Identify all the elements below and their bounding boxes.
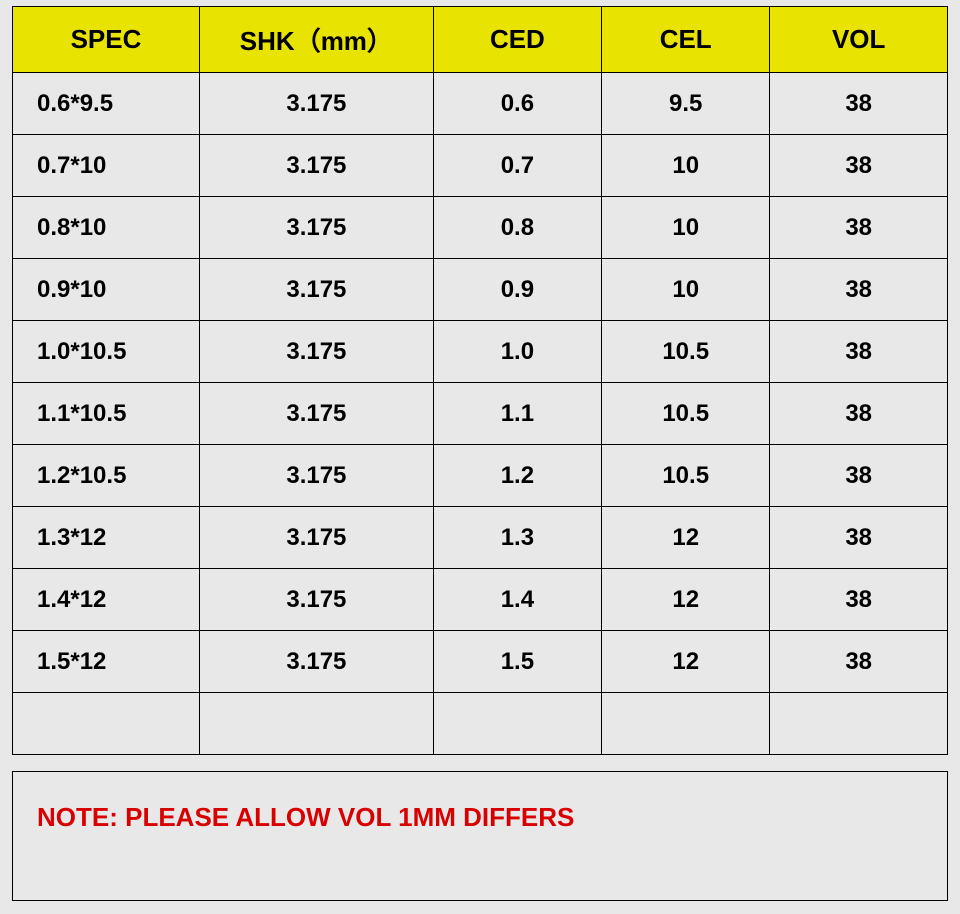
cell-cel: 10: [602, 197, 770, 259]
cell-spec: 0.8*10: [13, 197, 200, 259]
cell-ced: 0.6: [433, 73, 601, 135]
table-row: 1.0*10.5 3.175 1.0 10.5 38: [13, 321, 948, 383]
note-box: NOTE: PLEASE ALLOW VOL 1MM DIFFERS: [12, 771, 948, 901]
cell-shk: 3.175: [200, 507, 434, 569]
table-header: SPEC SHK（mm） CED CEL VOL: [13, 7, 948, 73]
cell-vol: 38: [770, 73, 948, 135]
cell-shk: 3.175: [200, 383, 434, 445]
cell-cel: 10.5: [602, 321, 770, 383]
cell-shk: 3.175: [200, 631, 434, 693]
cell-spec: 0.7*10: [13, 135, 200, 197]
header-shk: SHK（mm）: [200, 7, 434, 73]
table-header-row: SPEC SHK（mm） CED CEL VOL: [13, 7, 948, 73]
cell-ced: [433, 693, 601, 755]
cell-ced: 0.8: [433, 197, 601, 259]
cell-ced: 1.4: [433, 569, 601, 631]
cell-spec: 1.1*10.5: [13, 383, 200, 445]
cell-ced: 1.3: [433, 507, 601, 569]
cell-vol: 38: [770, 507, 948, 569]
cell-vol: 38: [770, 259, 948, 321]
cell-cel: 10.5: [602, 383, 770, 445]
cell-shk: 3.175: [200, 73, 434, 135]
spec-table: SPEC SHK（mm） CED CEL VOL 0.6*9.5 3.175 0…: [12, 6, 948, 755]
table-row: 1.5*12 3.175 1.5 12 38: [13, 631, 948, 693]
table-body: 0.6*9.5 3.175 0.6 9.5 38 0.7*10 3.175 0.…: [13, 73, 948, 755]
cell-shk: 3.175: [200, 321, 434, 383]
table-row: [13, 693, 948, 755]
table-row: 1.2*10.5 3.175 1.2 10.5 38: [13, 445, 948, 507]
cell-cel: 10: [602, 135, 770, 197]
cell-vol: 38: [770, 197, 948, 259]
cell-ced: 1.1: [433, 383, 601, 445]
cell-vol: 38: [770, 383, 948, 445]
cell-cel: 10.5: [602, 445, 770, 507]
table-row: 1.3*12 3.175 1.3 12 38: [13, 507, 948, 569]
table-row: 0.9*10 3.175 0.9 10 38: [13, 259, 948, 321]
page-container: SPEC SHK（mm） CED CEL VOL 0.6*9.5 3.175 0…: [0, 0, 960, 907]
cell-cel: 12: [602, 631, 770, 693]
header-vol: VOL: [770, 7, 948, 73]
cell-vol: 38: [770, 631, 948, 693]
header-spec: SPEC: [13, 7, 200, 73]
cell-shk: 3.175: [200, 445, 434, 507]
cell-shk: 3.175: [200, 135, 434, 197]
cell-ced: 0.9: [433, 259, 601, 321]
cell-vol: 38: [770, 569, 948, 631]
cell-spec: 0.9*10: [13, 259, 200, 321]
cell-vol: 38: [770, 445, 948, 507]
cell-spec: 1.4*12: [13, 569, 200, 631]
cell-spec: 1.3*12: [13, 507, 200, 569]
table-row: 1.4*12 3.175 1.4 12 38: [13, 569, 948, 631]
note-text: NOTE: PLEASE ALLOW VOL 1MM DIFFERS: [37, 802, 574, 832]
cell-vol: 38: [770, 321, 948, 383]
table-row: 1.1*10.5 3.175 1.1 10.5 38: [13, 383, 948, 445]
cell-spec: 1.5*12: [13, 631, 200, 693]
cell-cel: [602, 693, 770, 755]
table-row: 0.6*9.5 3.175 0.6 9.5 38: [13, 73, 948, 135]
cell-spec: 1.0*10.5: [13, 321, 200, 383]
cell-ced: 0.7: [433, 135, 601, 197]
cell-shk: 3.175: [200, 259, 434, 321]
cell-ced: 1.0: [433, 321, 601, 383]
cell-spec: 1.2*10.5: [13, 445, 200, 507]
cell-shk: 3.175: [200, 569, 434, 631]
cell-ced: 1.2: [433, 445, 601, 507]
cell-cel: 10: [602, 259, 770, 321]
cell-cel: 12: [602, 569, 770, 631]
cell-shk: 3.175: [200, 197, 434, 259]
cell-spec: 0.6*9.5: [13, 73, 200, 135]
cell-shk: [200, 693, 434, 755]
header-ced: CED: [433, 7, 601, 73]
cell-spec: [13, 693, 200, 755]
cell-cel: 12: [602, 507, 770, 569]
cell-vol: 38: [770, 135, 948, 197]
table-row: 0.8*10 3.175 0.8 10 38: [13, 197, 948, 259]
cell-cel: 9.5: [602, 73, 770, 135]
header-cel: CEL: [602, 7, 770, 73]
cell-ced: 1.5: [433, 631, 601, 693]
table-row: 0.7*10 3.175 0.7 10 38: [13, 135, 948, 197]
cell-vol: [770, 693, 948, 755]
